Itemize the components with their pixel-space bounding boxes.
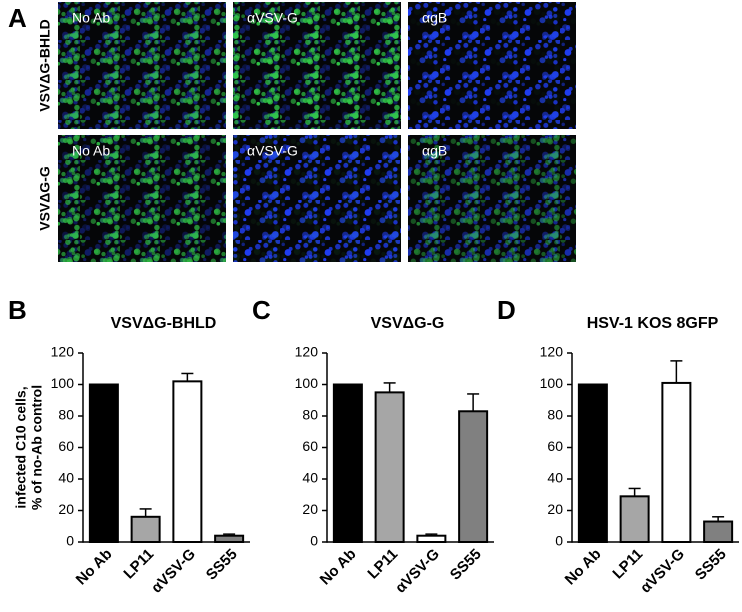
bar [130,515,161,543]
bar [577,383,608,543]
bar [88,383,119,543]
y-tick-label: 20 [302,501,318,517]
row-label: VSVΔG-BHLD [37,19,53,112]
chart-title: VSVΔG-BHLD [111,315,217,332]
y-tick-label: 60 [58,438,74,454]
x-tick-label: LP11 [120,546,157,583]
x-tick-label: αVSV-G [148,546,199,597]
image-label: αgB [422,10,447,26]
y-tick-label: 100 [295,375,319,391]
x-tick-label: SS55 [203,546,241,584]
bar [458,410,489,543]
x-tick-label: αVSV-G [392,546,443,597]
bar [703,520,734,544]
image-label: αVSV-G [247,143,298,159]
x-tick-label: LP11 [364,546,401,583]
y-tick-label: 40 [547,470,563,486]
y-tick-label: 0 [310,533,318,549]
green-channel [58,135,226,262]
bar [214,534,245,544]
y-tick-label: 120 [295,344,319,360]
bar [619,495,650,544]
y-tick-label: 0 [66,533,74,549]
x-tick-label: SS55 [447,546,485,584]
y-tick-label: 80 [302,407,318,423]
x-tick-label: SS55 [692,546,730,584]
green-channel [408,135,576,262]
bar [661,381,692,543]
panel-label: A [8,3,27,33]
image-label: αgB [422,143,447,159]
bar [374,391,405,543]
y-axis-label: infected C10 cells, [13,386,29,508]
y-tick-label: 60 [302,438,318,454]
y-axis-label: % of no-Ab control [29,385,45,510]
x-tick-label: No Ab [73,546,116,589]
y-tick-label: 100 [540,375,564,391]
y-tick-label: 20 [547,501,563,517]
green-channel [408,2,576,129]
y-tick-label: 60 [547,438,563,454]
y-tick-label: 20 [58,501,74,517]
y-tick-label: 80 [58,407,74,423]
bar [416,534,447,544]
chart-title: HSV-1 KOS 8GFP [587,315,719,332]
y-tick-label: 0 [555,533,563,549]
bar [172,380,203,543]
y-tick-label: 40 [302,470,318,486]
y-tick-label: 40 [58,470,74,486]
image-label: No Ab [72,143,110,159]
panel-label: B [8,295,27,325]
x-tick-label: No Ab [317,546,360,589]
x-tick-label: αVSV-G [637,546,688,597]
green-channel [233,2,401,129]
panel-label: C [252,295,271,325]
y-tick-label: 120 [540,344,564,360]
image-label: αVSV-G [247,10,298,26]
y-tick-label: 120 [51,344,75,360]
image-label: No Ab [72,10,110,26]
panel-label: D [497,295,516,325]
y-tick-label: 80 [547,407,563,423]
chart-title: VSVΔG-G [371,315,445,332]
green-channel [233,135,401,262]
row-label: VSVΔG-G [37,166,53,231]
green-channel [58,2,226,129]
x-tick-label: LP11 [609,546,646,583]
y-tick-label: 100 [51,375,75,391]
bar [332,383,363,543]
x-tick-label: No Ab [562,546,605,589]
